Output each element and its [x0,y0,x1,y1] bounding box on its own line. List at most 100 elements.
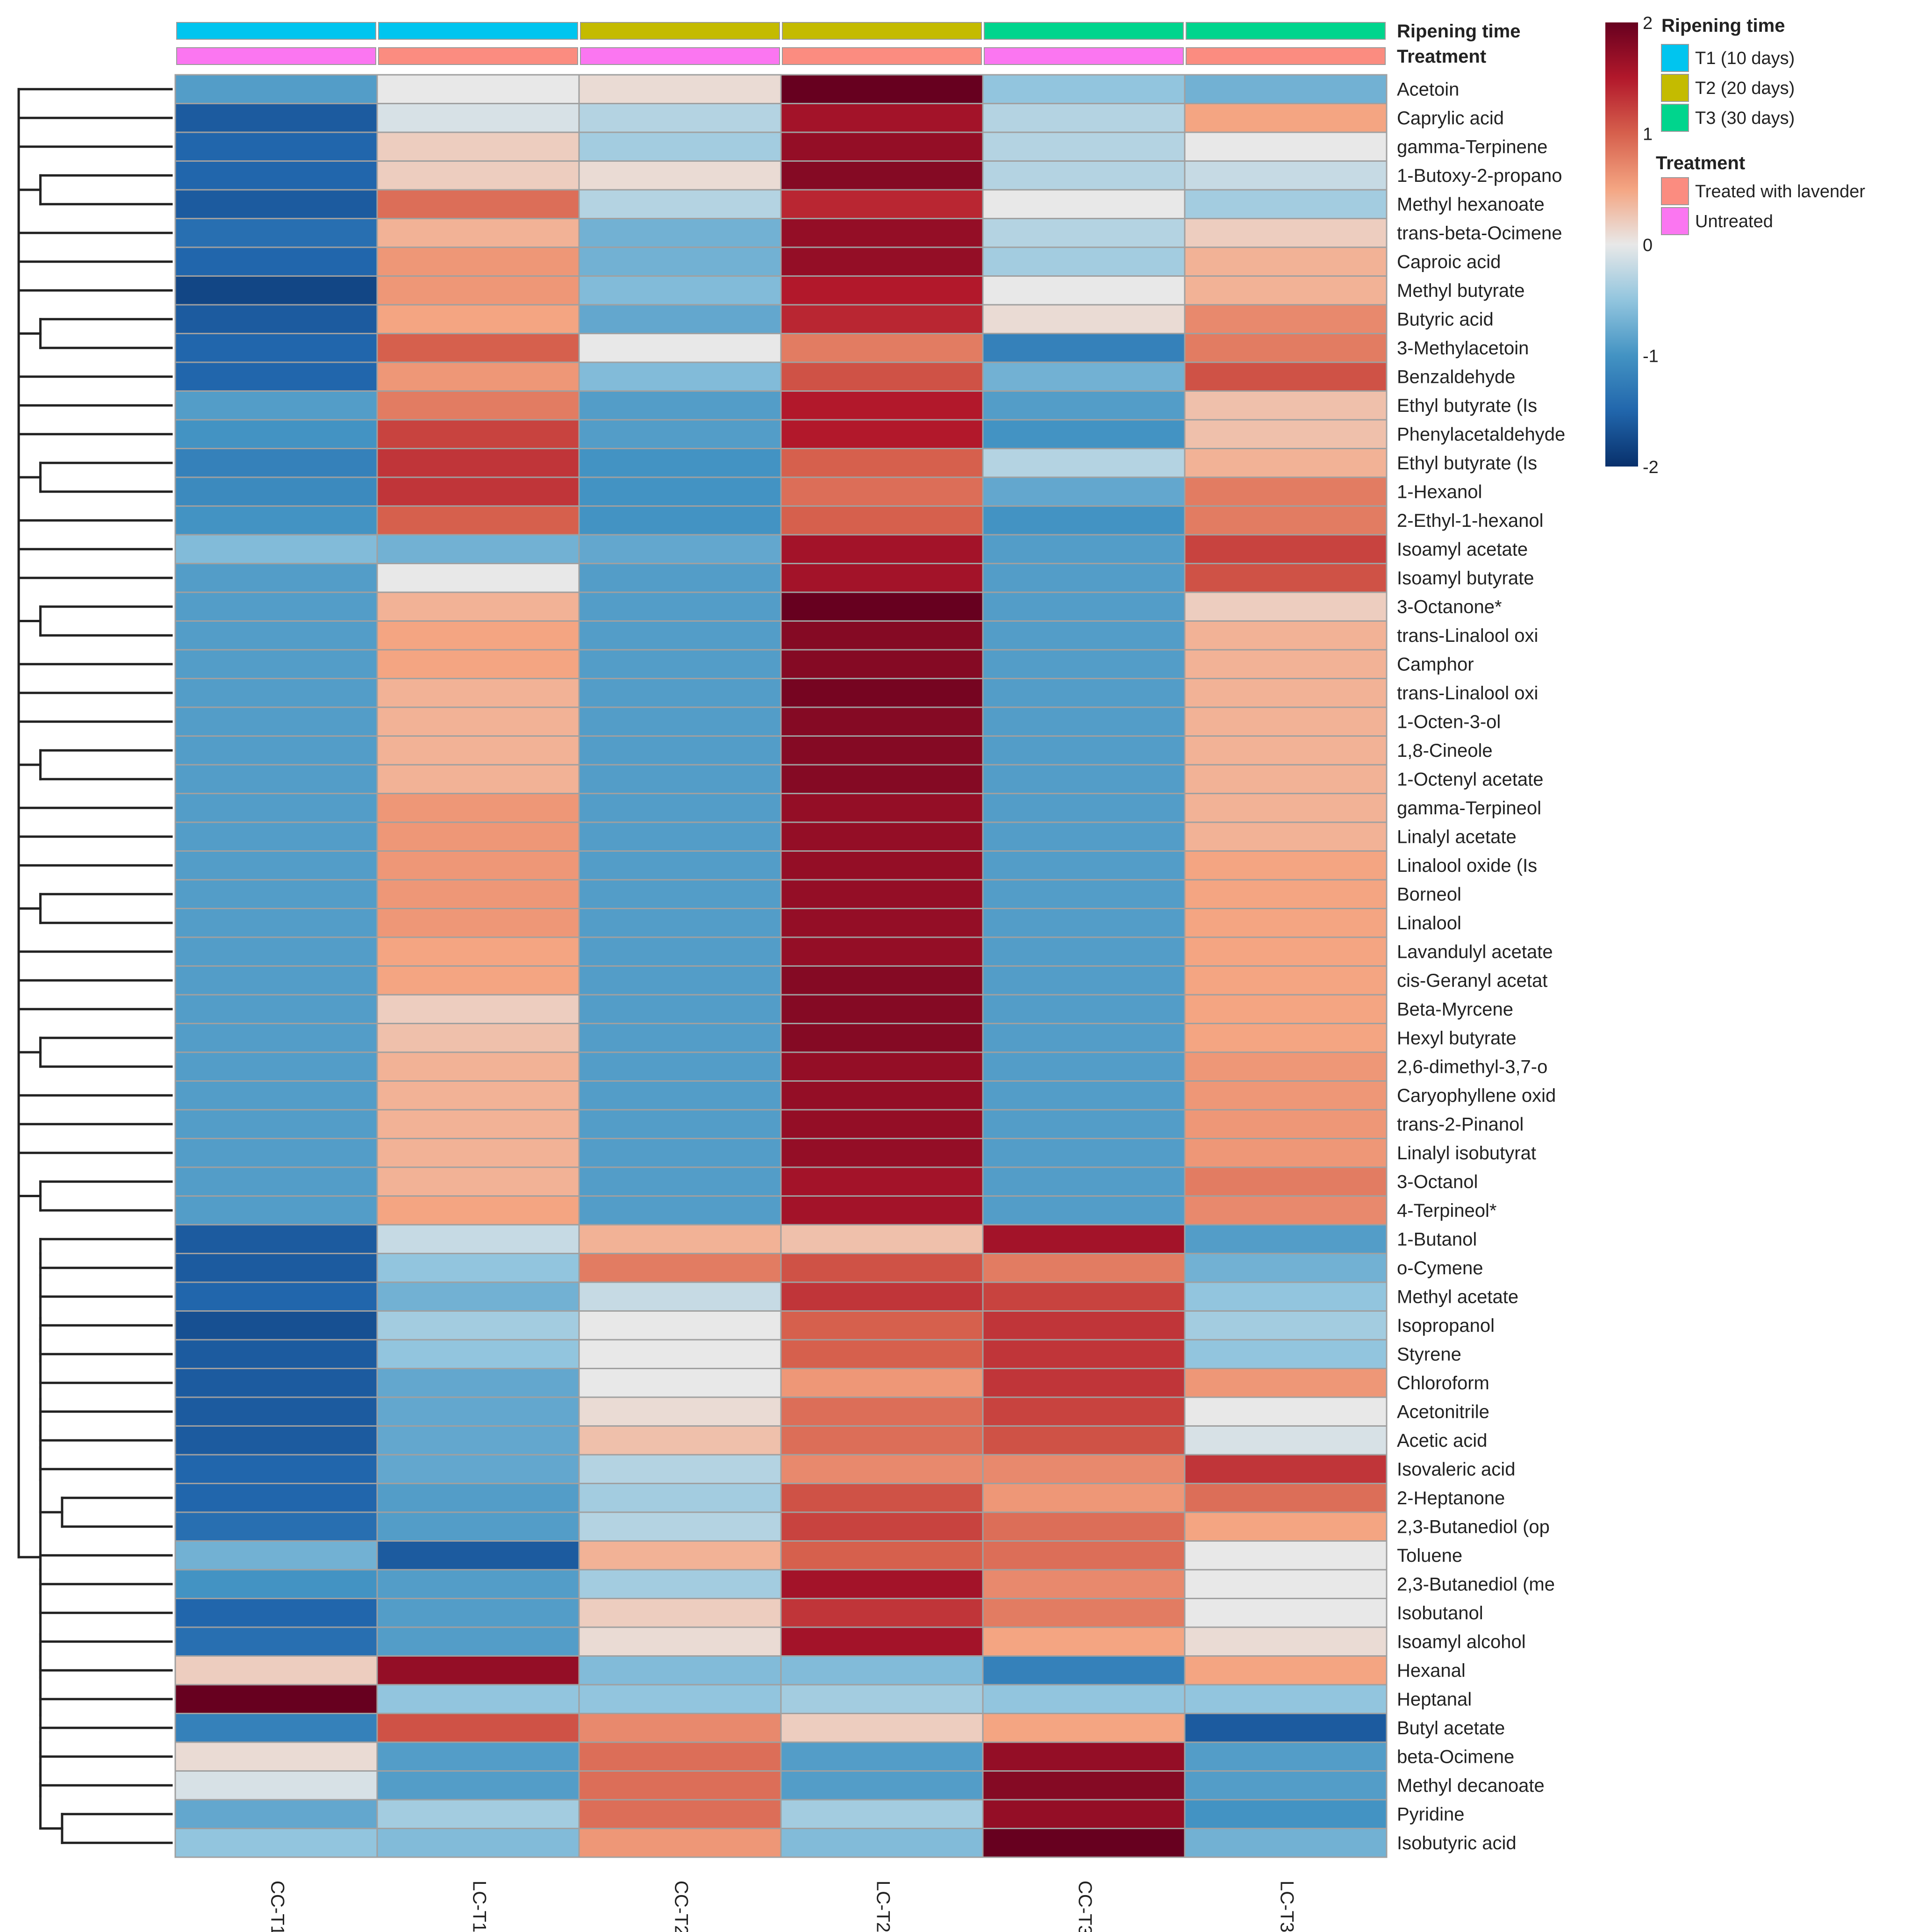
heatmap-cell [1184,563,1388,593]
heatmap-cell [982,1741,1186,1772]
heatmap-cell [174,1224,378,1254]
heatmap-cell [174,591,378,622]
heatmap-cell [780,189,984,219]
heatmap-cell [376,1281,580,1312]
heatmap-cell [780,706,984,737]
heatmap-cell [780,505,984,536]
heatmap-cell [578,1166,782,1197]
treatment-legend-label: Untreated [1695,212,1773,231]
heatmap-cell [376,1684,580,1714]
heatmap-cell [982,620,1186,651]
row-label: Linalool [1397,913,1461,934]
row-label: 1-Octen-3-ol [1397,711,1501,732]
row-label: Isoamyl alcohol [1397,1631,1526,1652]
heatmap-cell [780,1224,984,1254]
heatmap-cell [780,1368,984,1398]
heatmap-cell [376,103,580,133]
heatmap-cell [376,1655,580,1686]
heatmap-cell [376,649,580,679]
heatmap-cell [1184,1828,1388,1858]
heatmap-cell [578,1195,782,1226]
treatment-annotation-label: Treatment [1397,46,1486,67]
row-label: gamma-Terpinene [1397,136,1547,157]
row-label: trans-beta-Ocimene [1397,223,1562,244]
heatmap-cell [1184,419,1388,449]
row-label: Methyl decanoate [1397,1775,1545,1796]
heatmap-cells [174,74,1388,1858]
heatmap-cell [578,1655,782,1686]
heatmap-cell [578,821,782,852]
heatmap-cell [376,1598,580,1628]
heatmap-cell [578,275,782,306]
heatmap-cell [982,419,1186,449]
heatmap-cell [174,1396,378,1427]
heatmap-cell [780,1799,984,1829]
heatmap-cell [174,1339,378,1369]
heatmap-cell [174,1741,378,1772]
heatmap-cell [174,1511,378,1542]
heatmap-cell [982,1224,1186,1254]
row-label: Borneol [1397,884,1461,905]
heatmap-cell [376,879,580,909]
heatmap-cell [982,1425,1186,1456]
heatmap-cell [982,1051,1186,1082]
heatmap-cell [1184,390,1388,421]
heatmap-cell [1184,764,1388,794]
row-label: 1-Butanol [1397,1229,1477,1250]
heatmap-cell [982,1253,1186,1283]
heatmap-cell [780,534,984,564]
heatmap-cell [982,131,1186,162]
row-label: Lavandulyl acetate [1397,941,1553,962]
heatmap-cell [174,1713,378,1743]
heatmap-cell [174,505,378,536]
heatmap-cell [376,333,580,363]
heatmap-cell [376,131,580,162]
heatmap-cell [982,1310,1186,1341]
heatmap-cell [174,333,378,363]
row-label: 2,6-dimethyl-3,7-o [1397,1056,1547,1077]
heatmap-cell [1184,936,1388,967]
heatmap-cell [578,706,782,737]
heatmap-cell [780,908,984,938]
heatmap-cell [780,1540,984,1571]
heatmap-cell [1184,1655,1388,1686]
heatmap-cell [174,304,378,334]
heatmap-cell [376,534,580,564]
heatmap-cell [174,131,378,162]
heatmap-cell [578,620,782,651]
heatmap-cell [578,1598,782,1628]
row-label: Methyl acetate [1397,1286,1518,1307]
heatmap-cell [982,275,1186,306]
heatmap-cell [982,390,1186,421]
heatmap-cell [1184,534,1388,564]
heatmap-cell [982,1281,1186,1312]
heatmap-cell [174,1598,378,1628]
heatmap-cell [982,476,1186,507]
heatmap-cell [982,735,1186,766]
heatmap-cell [174,965,378,996]
treatment-legend-swatch [1661,207,1689,235]
heatmap-cell [982,1598,1186,1628]
heatmap-cell [174,1195,378,1226]
heatmap-cell [780,879,984,909]
heatmap-cell [174,821,378,852]
heatmap-cell [780,1253,984,1283]
heatmap-cell [780,246,984,277]
row-label: Butyric acid [1397,309,1494,330]
heatmap-cell [1184,994,1388,1024]
heatmap-cell [1184,1540,1388,1571]
heatmap-cell [376,1368,580,1398]
heatmap-cell [578,218,782,248]
heatmap-cell [578,333,782,363]
heatmap-cell [174,1483,378,1513]
heatmap-cell [174,1253,378,1283]
heatmap-cell [174,706,378,737]
column-label: CC-T1 [267,1881,287,1932]
heatmap-cell [376,1166,580,1197]
heatmap-cell [578,1569,782,1599]
heatmap-cell [780,1511,984,1542]
heatmap-cell [780,1655,984,1686]
heatmap-cell [982,1396,1186,1427]
heatmap-cell [174,1684,378,1714]
heatmap-cell [376,563,580,593]
